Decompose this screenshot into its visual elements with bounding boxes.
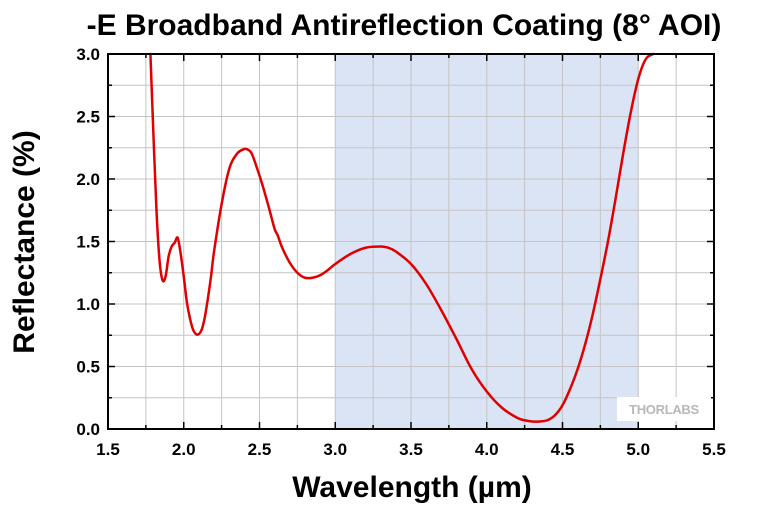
y-axis-label: Reflectance (%) [8,130,41,353]
x-axis-label: Wavelength (µm) [292,471,532,504]
y-tick-label: 1.5 [76,233,100,252]
grid-lines [108,54,714,429]
x-tick-label: 2.0 [172,440,196,459]
svg-text:THORLABS: THORLABS [629,402,699,417]
thorlabs-logo: THORLABS [617,397,711,421]
plot-frame [107,53,715,430]
y-tick-labels: 0.0 0.5 1.0 1.5 2.0 2.5 3.0 [76,45,100,439]
x-tick-label: 1.5 [96,440,120,459]
y-tick-label: 1.0 [76,295,100,314]
x-tick-label: 3.5 [399,440,423,459]
y-tick-label: 0.0 [76,420,100,439]
plot-area [107,52,715,430]
chart-title: -E Broadband Antireflection Coating (8° … [87,9,722,42]
x-tick-label: 3.0 [323,440,347,459]
x-tick-label: 2.5 [248,440,272,459]
x-tick-label: 4.5 [551,440,575,459]
y-tick-label: 3.0 [76,45,100,64]
y-tick-label: 2.0 [76,170,100,189]
x-tick-label: 5.5 [702,440,726,459]
y-tick-label: 2.5 [76,108,100,127]
x-tick-label: 4.0 [475,440,499,459]
y-tick-label: 0.5 [76,358,100,377]
x-tick-label: 5.0 [626,440,650,459]
x-tick-labels: 1.5 2.0 2.5 3.0 3.5 4.0 4.5 5.0 5.5 [96,440,726,459]
reflectance-curve [149,52,655,423]
